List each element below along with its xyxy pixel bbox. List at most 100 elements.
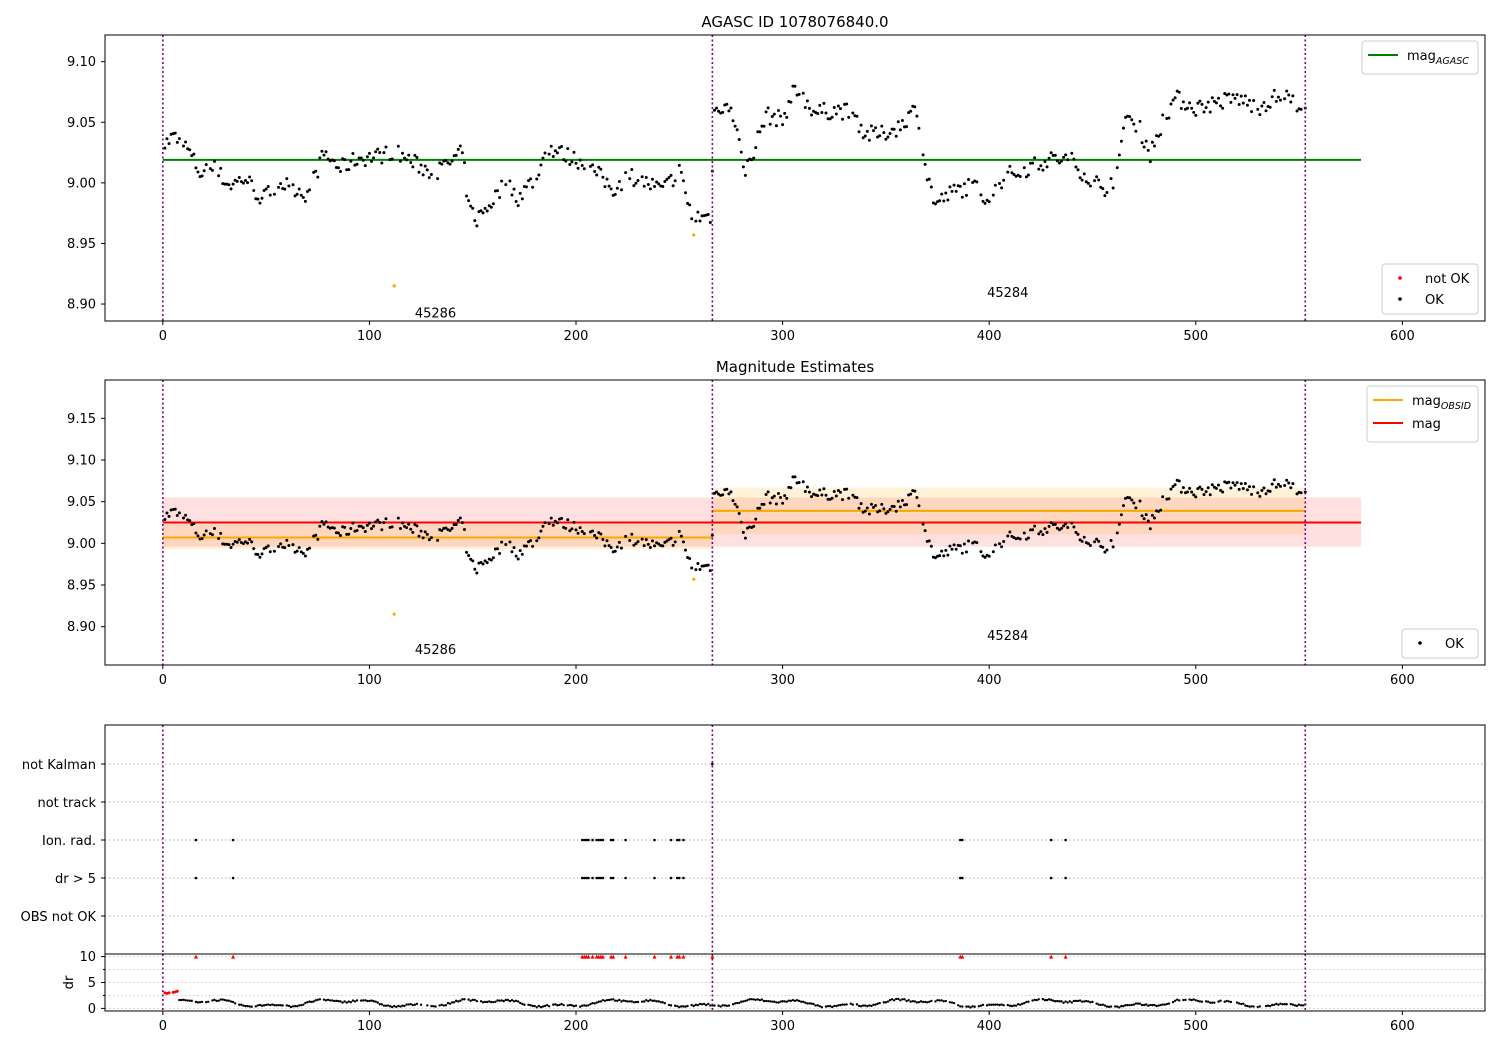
data-point	[535, 177, 539, 181]
dr-point	[481, 1001, 485, 1004]
dr-point	[1060, 1000, 1063, 1003]
dr-point	[198, 1001, 202, 1004]
dr-point	[981, 1003, 985, 1007]
data-point	[624, 171, 628, 175]
data-point	[1043, 159, 1047, 163]
data-point	[285, 177, 289, 181]
dr-point	[921, 1000, 925, 1004]
data-point	[671, 184, 675, 188]
dr-point	[386, 1004, 390, 1007]
dr-point	[285, 1004, 288, 1007]
dr-point	[828, 1004, 832, 1008]
dr-point	[1258, 1005, 1262, 1008]
dr-point	[545, 1003, 549, 1007]
data-point	[510, 550, 514, 554]
dr-point	[1277, 1003, 1280, 1006]
data-point	[750, 158, 754, 162]
data-point	[297, 546, 301, 550]
dr-point	[178, 998, 181, 1002]
data-point	[400, 151, 404, 155]
data-point	[942, 554, 946, 558]
dr-point	[843, 1003, 846, 1006]
dr-point	[1200, 1000, 1204, 1003]
data-point	[681, 179, 685, 183]
x-tick-label: 400	[977, 673, 1002, 688]
dr-point	[560, 1002, 563, 1006]
data-point	[993, 543, 997, 547]
data-point	[425, 168, 429, 172]
data-point	[1227, 92, 1231, 96]
dr-axis-label: dr	[62, 975, 77, 989]
dr-point	[837, 1004, 840, 1007]
data-point	[471, 206, 475, 210]
dr-point	[1033, 998, 1036, 1002]
data-point	[752, 524, 756, 528]
data-point	[1109, 177, 1113, 181]
dr-point	[457, 1000, 460, 1003]
data-point	[1041, 168, 1045, 172]
data-point	[1289, 486, 1293, 490]
data-point	[1043, 527, 1047, 531]
data-point	[1078, 176, 1082, 180]
dr-point	[1010, 1004, 1014, 1008]
data-point	[859, 123, 863, 127]
x-tick-label: 200	[564, 1019, 589, 1034]
data-point	[1262, 486, 1266, 490]
data-point	[235, 540, 239, 544]
data-point	[789, 100, 793, 104]
dr-point	[556, 1004, 559, 1007]
dr-point	[1083, 1000, 1086, 1003]
dr-point	[1070, 1001, 1074, 1004]
data-point	[983, 555, 987, 559]
x-tick-label: 0	[159, 1019, 167, 1034]
data-point	[1101, 187, 1105, 191]
data-point	[874, 503, 878, 507]
data-point	[297, 187, 301, 191]
dr-point	[1122, 1004, 1125, 1008]
data-point	[648, 187, 652, 191]
data-point	[892, 127, 896, 131]
flag-point	[669, 838, 673, 842]
dr-point	[558, 1003, 561, 1007]
data-point	[582, 167, 586, 171]
dr-point	[217, 999, 220, 1002]
data-point	[260, 196, 264, 200]
data-point	[390, 157, 394, 161]
dr-point	[746, 999, 749, 1002]
data-point	[905, 125, 909, 129]
dr-point	[1049, 998, 1053, 1002]
obsid-label: 45284	[987, 286, 1028, 301]
data-point	[1283, 483, 1287, 487]
data-point	[1231, 481, 1235, 485]
data-point	[1159, 133, 1163, 137]
data-point	[998, 542, 1002, 546]
data-point	[1194, 113, 1198, 117]
data-point	[820, 493, 824, 497]
dr-point	[186, 999, 189, 1002]
dr-point	[401, 1004, 404, 1007]
dr-point	[207, 1000, 210, 1003]
data-point	[952, 183, 956, 187]
dr-point	[411, 1003, 415, 1007]
data-point	[617, 180, 621, 184]
dr-point	[702, 1002, 706, 1006]
data-point	[921, 153, 925, 157]
data-point	[927, 177, 931, 181]
dr-point	[1279, 1002, 1282, 1005]
dr-point	[281, 1004, 284, 1007]
dr-point	[537, 1004, 541, 1008]
data-point	[440, 162, 444, 166]
dr-point	[645, 998, 648, 1002]
data-point	[347, 532, 351, 536]
data-point	[630, 532, 634, 536]
dr-point	[657, 1000, 660, 1003]
data-point	[595, 173, 599, 177]
data-point	[1229, 100, 1233, 104]
dr-marker-capped	[231, 954, 236, 959]
data-point	[1245, 103, 1249, 107]
data-point	[857, 506, 861, 510]
data-point	[894, 509, 898, 513]
dr-point	[680, 1005, 683, 1008]
dr-point	[1087, 1000, 1090, 1003]
dr-point	[405, 1003, 408, 1006]
